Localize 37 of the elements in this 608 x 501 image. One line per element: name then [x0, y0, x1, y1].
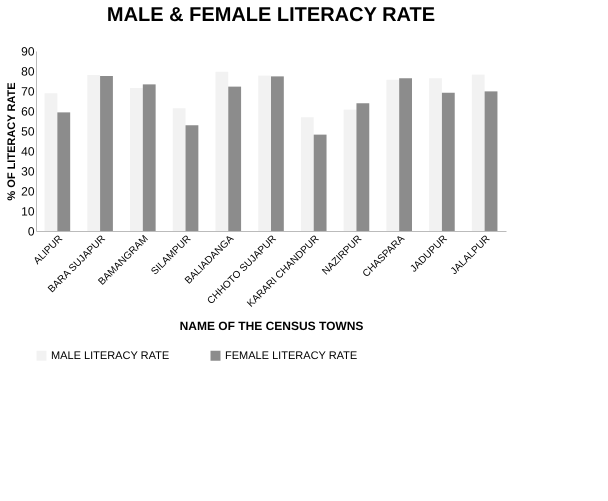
- y-axis-title: % OF LITERACY RATE: [6, 82, 18, 201]
- bar: [271, 76, 284, 231]
- y-tick-label: 40: [21, 144, 35, 158]
- bar: [484, 91, 498, 231]
- bar: [429, 78, 442, 231]
- bar: [386, 80, 400, 231]
- bar: [215, 72, 228, 231]
- bar: [300, 117, 314, 231]
- chart-title: MALE & FEMALE LITERACY RATE: [106, 4, 436, 26]
- y-tick-label: 70: [21, 84, 35, 98]
- y-tick-label: 10: [21, 204, 35, 218]
- bar: [186, 125, 198, 231]
- y-tick-label: 90: [21, 44, 35, 58]
- y-tick-label: 20: [21, 184, 35, 198]
- y-tick-label: 30: [21, 164, 35, 178]
- bar: [472, 74, 485, 231]
- bar: [130, 88, 143, 231]
- bar: [356, 103, 370, 231]
- bar: [442, 92, 455, 231]
- bar: [100, 76, 113, 231]
- bar: [44, 93, 58, 231]
- x-axis-title: NAME OF THE CENSUS TOWNS: [180, 318, 364, 333]
- bar: [57, 112, 70, 231]
- bar: [399, 78, 412, 231]
- y-tick-label: 80: [21, 64, 35, 78]
- legend-label: FEMALE LITERACY RATE: [225, 350, 358, 362]
- legend-label: MALE LITERACY RATE: [51, 350, 170, 362]
- bar: [172, 108, 186, 231]
- y-tick-label: 0: [28, 224, 35, 238]
- bar: [87, 75, 100, 231]
- bar: [314, 134, 327, 231]
- bar: [142, 84, 156, 231]
- y-tick-label: 50: [21, 124, 35, 138]
- bar: [228, 86, 242, 231]
- y-tick-label: 60: [21, 104, 35, 118]
- bar: [344, 110, 356, 231]
- bar: [258, 76, 271, 231]
